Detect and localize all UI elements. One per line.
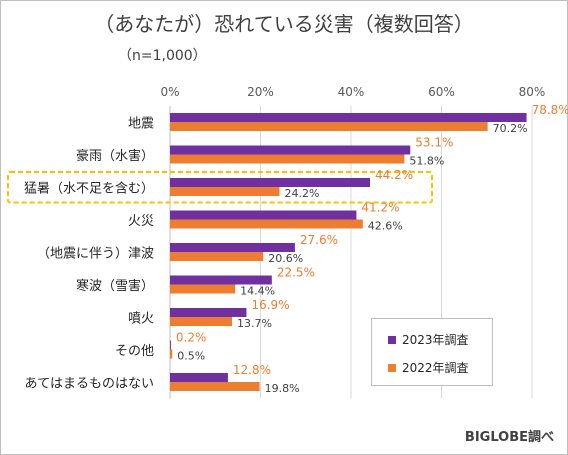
bar-2022 bbox=[170, 187, 280, 196]
data-label-2022: 24.2% bbox=[285, 187, 320, 200]
highlight-box bbox=[7, 171, 433, 204]
source-note: BIGLOBE調べ bbox=[464, 430, 554, 445]
bar-2023 bbox=[170, 210, 357, 220]
data-label-2023: 41.2% bbox=[361, 201, 399, 215]
category-label: 寒波（雪害） bbox=[76, 278, 154, 294]
category-label: 豪雨（水害） bbox=[76, 148, 154, 164]
category-label: あてはまるものはない bbox=[25, 376, 154, 391]
legend-swatch-2023 bbox=[388, 335, 396, 344]
bar-2023 bbox=[170, 113, 527, 122]
chart-title: （あなたが）恐れている災害（複数回答） bbox=[94, 12, 474, 36]
legend-label-2023: 2023年調査 bbox=[402, 333, 469, 347]
legend-item-2022: 2022年調査 bbox=[388, 359, 469, 376]
bar-2023 bbox=[170, 145, 411, 155]
category-label: 噴火 bbox=[128, 311, 154, 326]
data-label-2023: 44.2% bbox=[375, 168, 413, 182]
x-tick-label: 0% bbox=[160, 85, 179, 99]
bar-2022 bbox=[170, 349, 173, 359]
bar-2023 bbox=[170, 373, 228, 382]
legend-label-2022: 2022年調査 bbox=[402, 361, 469, 375]
data-label-2022: 70.2% bbox=[493, 122, 528, 135]
x-tick-label: 80% bbox=[519, 85, 546, 99]
bar-2022 bbox=[170, 284, 236, 294]
data-label-2023: 0.2% bbox=[176, 331, 207, 345]
data-label-2022: 0.5% bbox=[177, 350, 205, 363]
category-label: 猛暑（水不足を含む） bbox=[24, 180, 154, 196]
bar-2022 bbox=[170, 252, 264, 261]
data-label-2023: 78.8% bbox=[532, 103, 568, 117]
highlight-box bbox=[7, 171, 433, 204]
bar-2023 bbox=[170, 340, 171, 350]
data-label-2022: 42.6% bbox=[368, 220, 403, 233]
bar-2022 bbox=[170, 219, 363, 229]
data-label-2022: 13.7% bbox=[237, 317, 272, 330]
category-label: 火災 bbox=[128, 214, 154, 229]
data-label-2022: 51.8% bbox=[409, 155, 444, 168]
legend: 2023年調査 2022年調査 bbox=[371, 318, 493, 386]
data-label-2023: 53.1% bbox=[415, 136, 453, 150]
bar-2023 bbox=[170, 243, 295, 252]
category-label: その他 bbox=[115, 344, 154, 359]
data-label-2023: 22.5% bbox=[277, 266, 315, 280]
data-label-2022: 20.6% bbox=[268, 252, 303, 265]
bar-2022 bbox=[170, 317, 232, 326]
data-label-2022: 19.8% bbox=[265, 382, 300, 395]
legend-item-2023: 2023年調査 bbox=[388, 331, 469, 348]
bar-2023 bbox=[170, 178, 371, 187]
data-label-2023: 27.6% bbox=[300, 233, 338, 247]
labels: 0% 20% 40% 60% 80% 地震 78.8% 70.2% 豪雨（水害） 53.1% 51.… bbox=[24, 85, 568, 395]
bars bbox=[170, 113, 527, 391]
x-tick-label: 40% bbox=[338, 85, 365, 99]
legend-swatch-2022 bbox=[388, 363, 396, 372]
chart-subtitle: （n=1,000） bbox=[118, 48, 207, 64]
x-tick-label: 60% bbox=[428, 85, 455, 99]
bar-2023 bbox=[170, 275, 272, 285]
data-label-2023: 12.8% bbox=[233, 363, 271, 377]
data-label-2022: 14.4% bbox=[240, 285, 275, 298]
category-label: 地震 bbox=[128, 116, 154, 131]
bar-2023 bbox=[170, 308, 247, 317]
bar-2022 bbox=[170, 154, 405, 164]
bar-2022 bbox=[170, 382, 260, 391]
category-label: （地震に伴う）津波 bbox=[37, 246, 154, 261]
x-tick-label: 20% bbox=[247, 85, 274, 99]
data-label-2023: 16.9% bbox=[251, 298, 289, 312]
bar-2022 bbox=[170, 122, 488, 131]
